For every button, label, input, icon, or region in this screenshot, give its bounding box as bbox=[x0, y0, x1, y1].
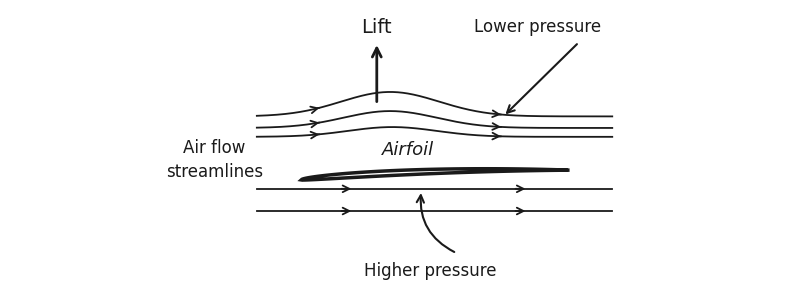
Text: Air flow
streamlines: Air flow streamlines bbox=[166, 139, 263, 181]
Text: Higher pressure: Higher pressure bbox=[364, 262, 496, 280]
Text: Lift: Lift bbox=[361, 18, 392, 37]
Text: Lower pressure: Lower pressure bbox=[474, 18, 601, 36]
Polygon shape bbox=[302, 169, 568, 180]
Text: Airfoil: Airfoil bbox=[381, 141, 434, 159]
